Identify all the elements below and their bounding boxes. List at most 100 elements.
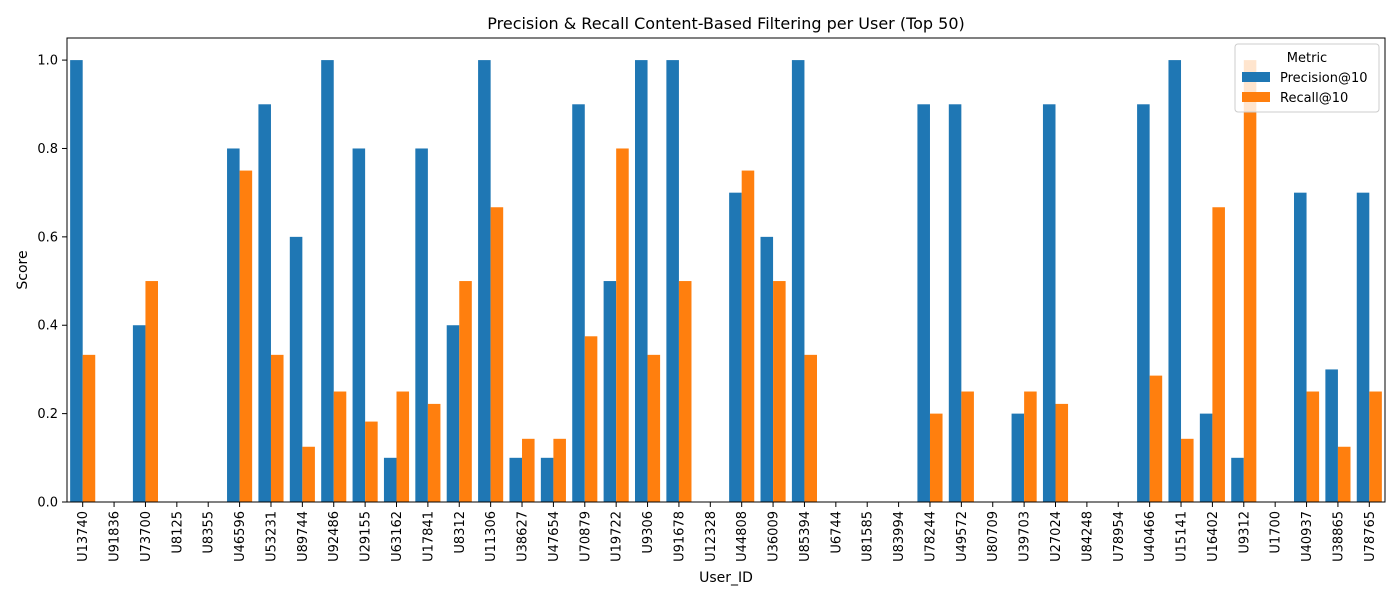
x-tick-label: U9312 xyxy=(1237,511,1252,554)
bar-precision-10-u13740 xyxy=(70,60,83,502)
bar-precision-10-u85394 xyxy=(791,60,805,502)
x-tick-label: U40937 xyxy=(1300,511,1315,562)
x-tick-label: U81585 xyxy=(861,511,876,562)
bar-recall-10-u17841 xyxy=(427,403,441,502)
bar-recall-10-u89744 xyxy=(302,446,315,502)
bar-precision-10-u16402 xyxy=(1199,413,1213,502)
x-tick-label: U13740 xyxy=(76,511,91,562)
bar-recall-10-u49572 xyxy=(961,391,974,502)
bar-precision-10-u9306 xyxy=(635,60,648,502)
x-tick-label: U91678 xyxy=(672,511,687,562)
bar-recall-10-u40466 xyxy=(1149,375,1163,502)
legend-label-precision-10: Precision@10 xyxy=(1280,71,1368,86)
plot-area: 0.0 0.2 0.4 0.6 0.8 1.0 U13740 U91836 U73700 U812… xyxy=(37,37,1386,562)
bar-precision-10-u36009 xyxy=(760,236,774,503)
x-tick-label: U36009 xyxy=(767,511,782,562)
bar-recall-10-u63162 xyxy=(396,391,410,502)
x-tick-label: U27024 xyxy=(1049,511,1064,562)
bar-recall-10-u11306 xyxy=(490,207,504,502)
x-tick-label: U15141 xyxy=(1175,511,1190,562)
x-tick-label: U16402 xyxy=(1206,511,1221,562)
bar-precision-10-u19722 xyxy=(603,281,617,502)
legend-swatch-precision-10 xyxy=(1242,72,1270,82)
bar-recall-10-u15141 xyxy=(1181,438,1194,502)
x-tick-label: U63162 xyxy=(390,511,405,562)
bar-recall-10-u78765 xyxy=(1369,391,1382,502)
bar-recall-10-u29155 xyxy=(365,421,378,502)
x-tick-label: U12328 xyxy=(704,511,719,562)
bar-precision-10-u92486 xyxy=(321,60,334,502)
legend-title: Metric xyxy=(1287,51,1327,66)
x-tick-label: U17841 xyxy=(421,511,436,562)
x-tick-label: U89744 xyxy=(296,511,311,562)
bar-precision-10-u38865 xyxy=(1325,369,1338,502)
legend: Metric Precision@10 Recall@10 xyxy=(1234,43,1380,113)
bar-recall-10-u13740 xyxy=(82,354,96,502)
x-tick-label: U70879 xyxy=(578,511,593,562)
bar-recall-10-u27024 xyxy=(1055,403,1069,502)
bar-precision-10-u29155 xyxy=(352,148,366,503)
x-tick-label: U11306 xyxy=(484,511,499,562)
x-tick-label: U53231 xyxy=(264,511,279,562)
bar-recall-10-u38627 xyxy=(522,438,535,502)
y-tick-label: 0.4 xyxy=(37,319,58,334)
bar-precision-10-u27024 xyxy=(1042,104,1056,502)
chart-title: Precision & Recall Content-Based Filteri… xyxy=(487,14,965,33)
y-tick-label: 0.8 xyxy=(37,142,58,157)
x-tick-label: U78954 xyxy=(1112,511,1127,562)
x-tick-label: U39703 xyxy=(1018,511,1033,562)
bar-precision-10-u11306 xyxy=(478,60,491,502)
bar-precision-10-u9312 xyxy=(1231,457,1244,502)
bar-recall-10-u36009 xyxy=(773,281,786,502)
bar-recall-10-u47654 xyxy=(553,438,566,502)
x-tick-label: U9306 xyxy=(641,511,656,554)
x-tick-label: U85394 xyxy=(798,511,813,562)
x-tick-label: U44808 xyxy=(735,511,750,562)
bar-recall-10-u16402 xyxy=(1212,207,1225,502)
bar-precision-10-u38627 xyxy=(509,457,523,502)
x-tick-label: U80709 xyxy=(986,511,1001,562)
legend-label-recall-10: Recall@10 xyxy=(1280,91,1348,106)
bar-precision-10-u89744 xyxy=(289,236,303,503)
bar-precision-10-u40937 xyxy=(1294,192,1307,503)
bar-precision-10-u70879 xyxy=(572,104,585,502)
bar-recall-10-u70879 xyxy=(584,336,598,502)
x-tick-label: U6744 xyxy=(829,511,844,554)
x-tick-label: U8312 xyxy=(453,511,468,554)
bar-precision-10-u78765 xyxy=(1356,192,1370,503)
x-tick-label: U8355 xyxy=(202,511,217,554)
bar-recall-10-u9306 xyxy=(647,354,661,502)
bar-precision-10-u39703 xyxy=(1011,413,1025,502)
bar-precision-10-u8312 xyxy=(446,325,460,502)
bar-precision-10-u49572 xyxy=(948,104,962,502)
x-tick-label: U92486 xyxy=(327,511,342,562)
legend-box xyxy=(1234,43,1380,113)
bar-recall-10-u46596 xyxy=(239,170,253,502)
x-tick-label: U47654 xyxy=(547,511,562,562)
x-axis-title: User_ID xyxy=(699,570,753,586)
bar-recall-10-u53231 xyxy=(270,354,284,502)
bar-recall-10-u85394 xyxy=(804,354,817,502)
x-tick-label: U46596 xyxy=(233,511,248,562)
bar-precision-10-u44808 xyxy=(729,192,742,503)
x-tick-label: U78765 xyxy=(1363,511,1378,562)
x-tick-label: U91836 xyxy=(108,511,123,562)
x-tick-label: U83994 xyxy=(892,511,907,562)
bar-precision-10-u91678 xyxy=(666,60,679,502)
x-tick-label: U73700 xyxy=(139,511,154,562)
bar-recall-10-u73700 xyxy=(145,281,158,502)
bar-recall-10-u19722 xyxy=(616,148,629,503)
y-tick-label: 0.2 xyxy=(37,407,58,422)
bar-precision-10-u17841 xyxy=(415,148,428,503)
x-tick-label: U38627 xyxy=(516,511,531,562)
bar-recall-10-u9312 xyxy=(1243,60,1257,502)
bar-precision-10-u53231 xyxy=(258,104,271,502)
bar-precision-10-u40466 xyxy=(1137,104,1150,502)
bar-recall-10-u39703 xyxy=(1024,391,1037,502)
bar-precision-10-u47654 xyxy=(540,457,554,502)
x-tick-label: U8125 xyxy=(170,511,185,554)
plot-frame xyxy=(66,37,1386,503)
bar-recall-10-u78244 xyxy=(929,413,943,502)
